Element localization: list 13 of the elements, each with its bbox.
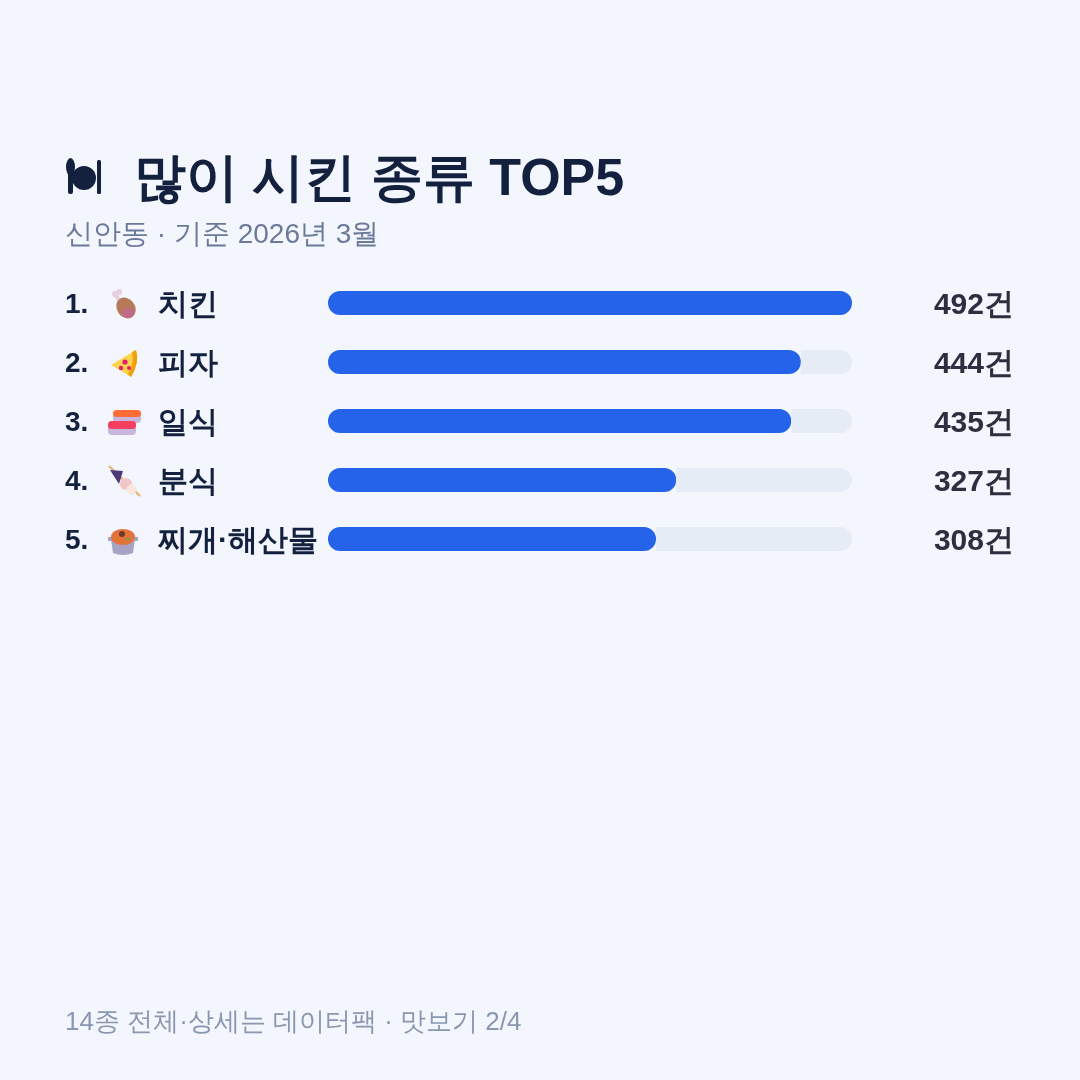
category-label: 2. 피자 [65, 346, 218, 379]
data-label: 444건 [933, 346, 1014, 379]
chart-subtitle: 신안동 · 기준 2026년 3월 [65, 218, 380, 249]
category-label: 4. 분식 [65, 464, 218, 497]
chart-title: 많이 시킨 종류 TOP5 [134, 148, 625, 206]
data-label: 327건 [933, 464, 1014, 497]
data-label: 492건 [933, 287, 1014, 320]
category-label: 5. 찌개·해산물 [65, 523, 318, 556]
category-label: 1. 치킨 [65, 287, 218, 320]
category-label: 3. 일식 [65, 405, 218, 438]
text: 14종 전체·상세는 데이터팩 · 맛보기 2/4 [65, 1006, 522, 1036]
data-label: 308건 [933, 523, 1014, 556]
data-label: 435건 [933, 405, 1014, 438]
